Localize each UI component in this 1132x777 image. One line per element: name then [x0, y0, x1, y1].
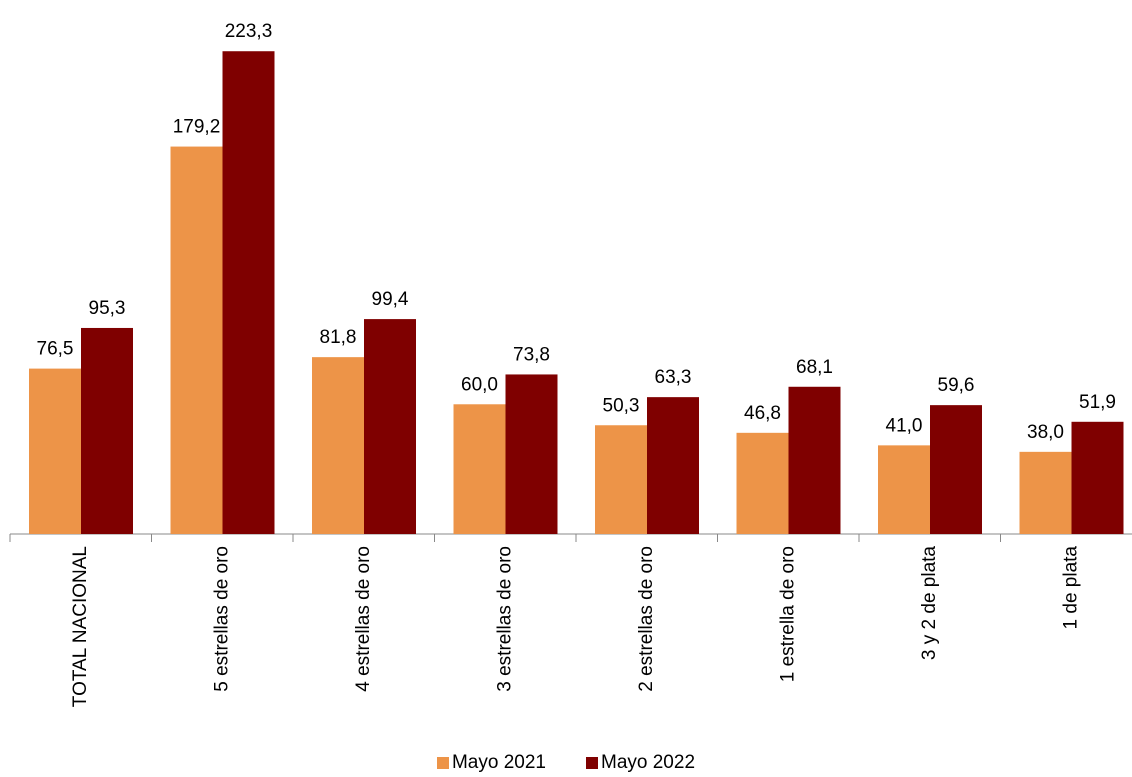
- bar-mayo-2021-3-y-2-de-plata: [878, 445, 930, 534]
- value-label-mayo-2022-4-estrellas-de-oro: 99,4: [372, 289, 409, 310]
- bar-mayo-2022-total-nacional: [81, 327, 133, 534]
- bar-mayo-2021-total-nacional: [29, 368, 81, 534]
- bar-mayo-2022-1-estrella-de-oro: [788, 386, 841, 534]
- category-label-1-estrella-de-oro: 1 estrella de oro: [777, 546, 798, 682]
- value-label-mayo-2021-2-estrellas-de-oro: 50,3: [603, 395, 640, 416]
- value-label-mayo-2021-3-estrellas-de-oro: 60,0: [461, 374, 498, 395]
- bar-mayo-2022-3-y-2-de-plata: [930, 405, 982, 534]
- legend-label-mayo-2021: Mayo 2021: [451, 752, 546, 773]
- category-label-4-estrellas-de-oro: 4 estrellas de oro: [353, 546, 374, 692]
- legend-label-mayo-2022: Mayo 2022: [601, 752, 696, 773]
- category-label-total-nacional: TOTAL NACIONAL: [70, 546, 91, 707]
- category-label-5-estrellas-de-oro: 5 estrellas de oro: [211, 546, 232, 692]
- value-label-mayo-2021-4-estrellas-de-oro: 81,8: [320, 327, 357, 348]
- value-label-mayo-2022-5-estrellas-de-oro: 223,3: [225, 21, 273, 42]
- bar-mayo-2022-5-estrellas-de-oro: [222, 51, 275, 534]
- category-label-3-y-2-de-plata: 3 y 2 de plata: [919, 546, 940, 661]
- legend-item-mayo-2021: Mayo 2021: [436, 752, 546, 774]
- category-label-3-estrellas-de-oro: 3 estrellas de oro: [494, 546, 515, 692]
- category-labels-group: TOTAL NACIONAL 5 estrellas de oro 4 estrel…: [70, 546, 1082, 708]
- value-label-mayo-2022-3-estrellas-de-oro: 73,8: [513, 344, 550, 365]
- bar-mayo-2022-4-estrellas-de-oro: [364, 319, 416, 534]
- value-label-mayo-2022-total-nacional: 95,3: [89, 298, 126, 319]
- bar-mayo-2021-4-estrellas-de-oro: [312, 357, 364, 534]
- legend-swatch-mayo-2021: [436, 757, 449, 769]
- bar-mayo-2021-1-estrella-de-oro: [736, 432, 789, 534]
- value-label-mayo-2021-3-y-2-de-plata: 41,0: [886, 415, 923, 436]
- category-label-2-estrellas-de-oro: 2 estrellas de oro: [636, 546, 657, 692]
- bar-mayo-2022-3-estrellas-de-oro: [505, 374, 558, 534]
- value-label-mayo-2021-total-nacional: 76,5: [37, 339, 74, 360]
- bar-mayo-2021-1-de-plata: [1019, 451, 1072, 534]
- value-labels-group: 76,5 95,3 179,2 223,3 81,8 99,4 60,0 73,8 50,3 63…: [37, 21, 1116, 443]
- value-label-mayo-2022-1-estrella-de-oro: 68,1: [796, 357, 833, 378]
- bar-mayo-2021-5-estrellas-de-oro: [170, 146, 223, 535]
- value-label-mayo-2021-5-estrellas-de-oro: 179,2: [173, 117, 221, 138]
- value-label-mayo-2022-3-y-2-de-plata: 59,6: [938, 375, 975, 396]
- bar-mayo-2022-2-estrellas-de-oro: [647, 397, 699, 534]
- legend: Mayo 2021 Mayo 2022: [0, 752, 1132, 774]
- legend-swatch-mayo-2022: [586, 757, 598, 769]
- value-label-mayo-2022-2-estrellas-de-oro: 63,3: [655, 367, 692, 388]
- bar-mayo-2022-1-de-plata: [1071, 421, 1124, 534]
- bar-mayo-2021-2-estrellas-de-oro: [595, 425, 647, 534]
- value-label-mayo-2021-1-de-plata: 38,0: [1027, 422, 1064, 443]
- x-ticks-group: [9, 534, 1001, 542]
- value-label-mayo-2022-1-de-plata: 51,9: [1079, 392, 1116, 413]
- bars-group: [29, 51, 1124, 535]
- bar-mayo-2021-3-estrellas-de-oro: [453, 404, 506, 534]
- legend-item-mayo-2022: Mayo 2022: [586, 752, 695, 774]
- value-label-mayo-2021-1-estrella-de-oro: 46,8: [744, 403, 781, 424]
- category-label-1-de-plata: 1 de plata: [1060, 546, 1081, 630]
